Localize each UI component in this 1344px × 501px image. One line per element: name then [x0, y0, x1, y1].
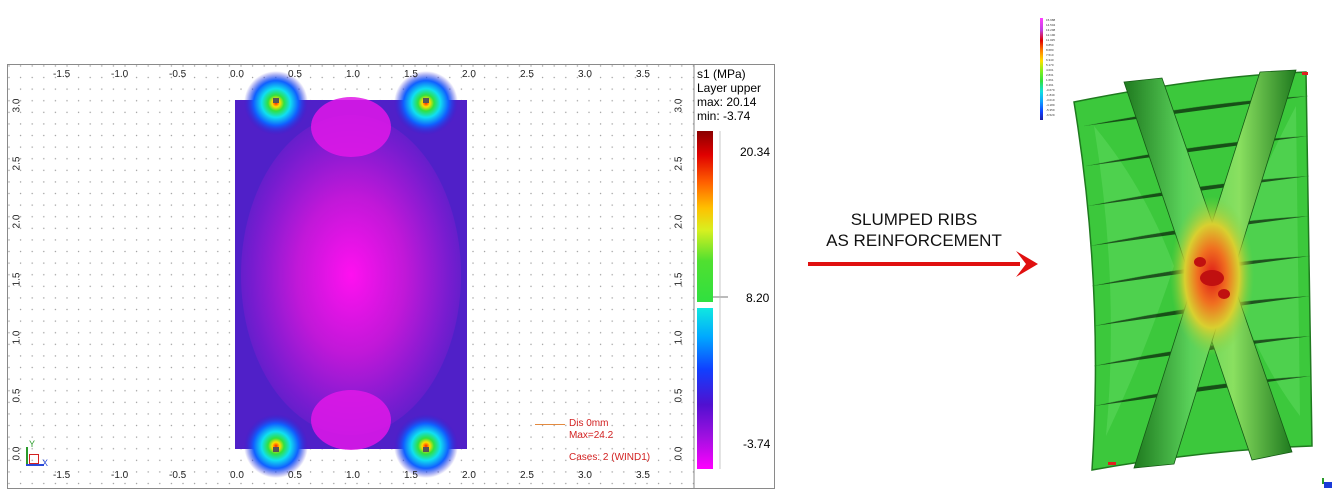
x-tick: -0.5: [169, 69, 187, 80]
mini-legend-value: 0.491: [1046, 83, 1054, 87]
y-tick: 0.5: [11, 388, 23, 403]
mini-legend-value: 12.190: [1046, 33, 1056, 37]
x-axis-label: X: [42, 458, 49, 468]
x-tick: 2.0: [462, 470, 476, 481]
displacement-line: [535, 424, 565, 425]
x-tick: 0.0: [230, 470, 244, 481]
y-tick: 1.0: [11, 330, 23, 345]
x-tick: 1.0: [346, 69, 360, 80]
x-tick: 1.5: [404, 69, 418, 80]
plate-contour: [235, 71, 467, 478]
ribbed-panel-render: [1073, 69, 1313, 471]
mini-legend-value: 11.025: [1046, 38, 1055, 42]
x-tick: 0.5: [288, 69, 302, 80]
y-axis-label: Y: [29, 439, 36, 449]
scale-top-value: 20.34: [740, 145, 771, 159]
color-scale-upper: [697, 131, 713, 302]
mini-legend-value: 14.504: [1046, 23, 1056, 27]
mini-legend-value: 4.001: [1046, 68, 1054, 72]
mini-legend-value: -0.679: [1046, 88, 1055, 92]
x-tick: 3.0: [578, 470, 592, 481]
mini-legend-value: -6.529: [1046, 113, 1055, 117]
scale-mid-value: 8.20: [746, 291, 770, 305]
x-tick: 0.5: [288, 470, 302, 481]
y-tick: 2.0: [11, 214, 23, 229]
mini-legend-value: 15.988: [1046, 18, 1056, 22]
mini-legend-value: 8.680: [1046, 48, 1054, 52]
x-tick: 2.5: [520, 69, 534, 80]
x-tick: 1.5: [404, 470, 418, 481]
mini-legend-bar: [1040, 18, 1043, 120]
x-tick: 2.0: [462, 69, 476, 80]
y-tick: 2.5: [11, 156, 23, 171]
x-tick: 3.5: [636, 470, 650, 481]
triad-box: [29, 454, 39, 464]
x-tick: -1.5: [53, 69, 71, 80]
mini-legend-value: 2.831: [1046, 73, 1054, 77]
displacement-label: Dis 0mm: [569, 418, 609, 429]
x-tick: -1.5: [53, 470, 71, 481]
axis-triad: Y X: [22, 439, 50, 469]
x-tick: -0.5: [169, 470, 187, 481]
x-tick: -1.0: [111, 69, 129, 80]
caption-line-2: AS REINFORCEMENT: [826, 231, 1002, 250]
mini-legend-values: 15.988 14.504 13.298 12.190 11.025 9.850…: [1046, 18, 1055, 118]
y-tick: 3.0: [11, 98, 23, 113]
view-axis-icon: [1320, 478, 1334, 490]
displacement-max: Max=24.2: [569, 430, 614, 441]
x-tick: 0.0: [230, 69, 244, 80]
x-tick: 2.5: [520, 470, 534, 481]
x-tick: 3.5: [636, 69, 650, 80]
x-tick: -1.0: [111, 470, 129, 481]
x-tick: 3.0: [578, 69, 592, 80]
mini-legend-value: 7.510: [1046, 53, 1054, 57]
support-marker: [273, 447, 279, 452]
legend-layer: Layer upper: [697, 81, 762, 95]
mini-legend-value: 1.661: [1046, 78, 1054, 82]
caption-line-1: SLUMPED RIBS: [850, 210, 978, 229]
arrow-right-icon: [808, 251, 1038, 277]
y-tick: 2.0: [673, 214, 685, 229]
mini-legend-value: 5.170: [1046, 63, 1054, 67]
x-axis-arrow: [26, 464, 44, 466]
y-tick: 1.0: [673, 330, 685, 345]
y-tick: 0.5: [673, 388, 685, 403]
mini-legend-value: -5.359: [1046, 108, 1055, 112]
mini-legend-value: -3.019: [1046, 98, 1055, 102]
legend-max: max: 20.14: [697, 95, 757, 109]
legend-header: s1 (MPa) Layer upper max: 20.14 min: -3.…: [697, 67, 761, 123]
mini-legend-value: 13.298: [1046, 28, 1056, 32]
y-tick: 2.5: [673, 156, 685, 171]
mini-legend-value: -1.849: [1046, 93, 1055, 97]
support-marker: [423, 98, 429, 103]
stress-plot-svg: [8, 65, 728, 488]
mini-legend-value: 9.850: [1046, 43, 1054, 47]
y-tick: 0.0: [673, 446, 685, 461]
y-axis-arrow: [26, 447, 28, 465]
stress-plot-panel: -1.5 -1.0 -0.5 0.0 0.5 1.0 1.5 2.0 2.5 3…: [7, 64, 775, 489]
y-tick: 3.0: [673, 98, 685, 113]
mini-legend-value: -4.189: [1046, 103, 1055, 107]
color-scale-lower: [697, 308, 713, 469]
y-tick: 1.5: [11, 272, 23, 287]
mini-legend-value: 6.340: [1046, 58, 1054, 62]
y-tick: 0.0: [11, 446, 23, 461]
scale-bottom-value: -3.74: [743, 437, 771, 451]
support-marker: [273, 98, 279, 103]
legend-min: min: -3.74: [697, 109, 751, 123]
mini-legend: 15.988 14.504 13.298 12.190 11.025 9.850…: [1038, 10, 1108, 122]
support-marker: [423, 447, 429, 452]
x-tick: 1.0: [346, 470, 360, 481]
legend-title: s1 (MPa): [697, 67, 746, 81]
load-case-label: Cases: 2 (WIND1): [569, 452, 651, 463]
y-tick: 1.5: [673, 272, 685, 287]
caption: SLUMPED RIBS AS REINFORCEMENT: [800, 209, 1028, 251]
